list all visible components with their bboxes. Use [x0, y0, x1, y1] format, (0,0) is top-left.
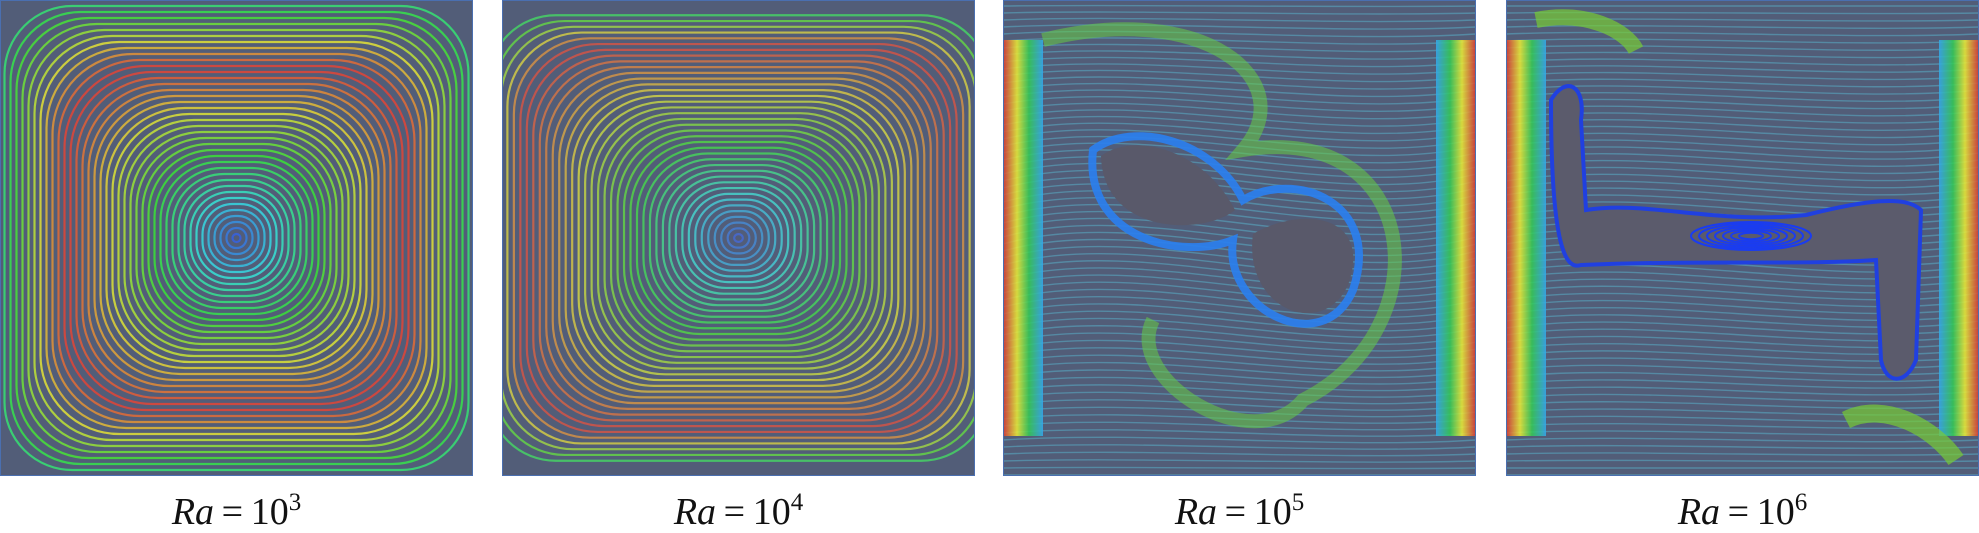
label-variable: Ra	[1678, 491, 1720, 533]
label-equals: =	[1728, 491, 1749, 533]
label-variable: Ra	[1175, 491, 1217, 533]
label-equals: =	[724, 491, 745, 533]
streamline	[1506, 468, 1979, 469]
wall-band	[1436, 40, 1476, 436]
label-base: 10	[753, 491, 791, 533]
panel-label: Ra = 104	[502, 492, 975, 532]
label-variable: Ra	[674, 491, 716, 533]
label-equals: =	[222, 491, 243, 533]
streamline-plot	[1003, 0, 1476, 476]
wall-band	[1939, 40, 1979, 436]
wall-band	[1506, 40, 1546, 436]
label-exponent: 4	[791, 489, 804, 516]
label-base: 10	[1254, 491, 1292, 533]
label-equals: =	[1225, 491, 1246, 533]
label-base: 10	[1757, 491, 1795, 533]
streamline	[1506, 6, 1979, 7]
label-variable: Ra	[172, 491, 214, 533]
label-exponent: 5	[1292, 489, 1305, 516]
streamline-plot	[1506, 0, 1979, 476]
panel-label: Ra = 103	[0, 492, 473, 532]
label-exponent: 6	[1795, 489, 1808, 516]
streamline	[1003, 6, 1476, 7]
streamline-plot	[502, 0, 975, 476]
streamline-plot	[0, 0, 473, 476]
label-base: 10	[251, 491, 289, 533]
panel-label: Ra = 106	[1506, 492, 1979, 532]
wall-band	[1003, 40, 1043, 436]
panel-label: Ra = 105	[1003, 492, 1476, 532]
label-exponent: 3	[289, 489, 302, 516]
